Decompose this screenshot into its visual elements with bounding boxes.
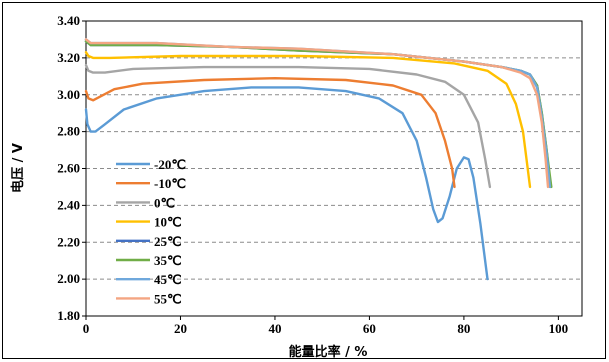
y-tick-label: 2.60: [57, 161, 80, 176]
chart-frame: [2, 2, 606, 359]
legend-label-7: 55℃: [154, 291, 182, 306]
x-tick-labels: 0 20 40 60 80 100: [83, 321, 568, 336]
y-tick-label: 3.20: [57, 50, 80, 65]
y-tick-labels: 1.80 2.00 2.20 2.40 2.60 2.80 3.00 3.20 3.40: [57, 13, 80, 323]
x-tick-label: 20: [174, 321, 187, 336]
legend-label-2: 0℃: [154, 195, 175, 210]
x-tick-label: 80: [457, 321, 470, 336]
legend-label-6: 45℃: [154, 272, 182, 287]
y-tick-label: 1.80: [57, 308, 80, 323]
y-tick-label: 3.40: [57, 13, 80, 28]
legend-label-1: -10℃: [154, 176, 186, 191]
legend-label-0: -20℃: [154, 157, 186, 172]
legend-label-3: 10℃: [154, 215, 182, 230]
y-axis-label: 电压 / V: [10, 143, 26, 193]
series-line-0: [84, 86, 489, 281]
series-line-7: [84, 38, 550, 189]
y-tick-label: 2.80: [57, 124, 80, 139]
y-tick-label: 2.40: [57, 197, 80, 212]
legend-label-5: 35℃: [154, 253, 182, 268]
axes: [82, 20, 583, 320]
legend-label-4: 25℃: [154, 234, 182, 249]
series-lines: [84, 38, 553, 281]
series-line-3: [84, 51, 532, 189]
x-tick-label: 0: [83, 321, 90, 336]
y-tick-label: 3.00: [57, 87, 80, 102]
y-tick-label: 2.20: [57, 234, 80, 249]
x-tick-label: 40: [268, 321, 281, 336]
y-tick-label: 2.00: [57, 271, 80, 286]
x-tick-label: 60: [363, 321, 376, 336]
series-line-2: [84, 64, 492, 189]
series-line-1: [84, 77, 456, 189]
x-tick-label: 100: [549, 321, 569, 336]
x-axis-label: 能量比率 / %: [289, 344, 368, 360]
legend: -20℃ -10℃ 0℃ 10℃ 25℃ 35℃ 45℃ 55℃: [116, 157, 186, 306]
